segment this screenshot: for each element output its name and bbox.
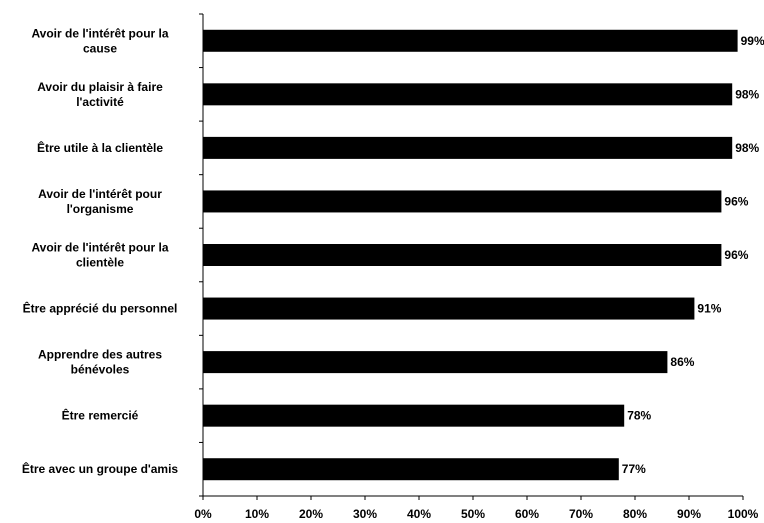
x-tick-label: 10% xyxy=(245,507,269,521)
x-tick-label: 90% xyxy=(677,507,701,521)
x-tick-label: 30% xyxy=(353,507,377,521)
category-label-line: Avoir de l'intérêt pour la xyxy=(31,241,168,255)
bar xyxy=(203,190,722,213)
bar xyxy=(203,351,668,374)
value-label: 98% xyxy=(735,87,759,101)
value-label: 91% xyxy=(697,302,721,316)
x-tick-label: 40% xyxy=(407,507,431,521)
x-axis-ticks: 0% 10% 20% 30% 40% 50% 60% 70% 80% 90% 100% xyxy=(194,496,759,521)
bar xyxy=(203,297,695,320)
x-tick-label: 100% xyxy=(728,507,759,521)
category-label: Avoir de l'intérêt pour l'organisme xyxy=(38,187,162,216)
category-label-line: l'organisme xyxy=(67,202,134,216)
x-tick-label: 80% xyxy=(623,507,647,521)
bar xyxy=(203,244,722,266)
category-label-line: clientèle xyxy=(76,256,124,270)
value-label: 96% xyxy=(724,248,748,262)
x-tick-label: 60% xyxy=(515,507,539,521)
category-label: Être utile à la clientèle xyxy=(37,140,163,155)
category-label-line: l'activité xyxy=(76,95,124,109)
category-label-line: Apprendre des autres xyxy=(38,348,162,362)
value-label: 96% xyxy=(724,194,748,208)
category-label: Avoir de l'intérêt pour la clientèle xyxy=(31,241,168,270)
value-label: 86% xyxy=(670,355,694,369)
category-label-line: Avoir de l'intérêt pour la xyxy=(31,26,168,40)
value-label: 99% xyxy=(741,34,764,48)
value-label: 78% xyxy=(627,409,651,423)
category-label: Être avec un groupe d'amis xyxy=(22,461,179,476)
category-label-line: Être utile à la clientèle xyxy=(37,140,163,155)
bar xyxy=(203,458,619,481)
x-tick-label: 0% xyxy=(194,507,212,521)
category-label: Avoir de l'intérêt pour la cause xyxy=(31,26,168,55)
category-label-line: Avoir du plaisir à faire xyxy=(37,80,163,94)
x-tick-label: 50% xyxy=(461,507,485,521)
category-label: Avoir du plaisir à faire l'activité xyxy=(37,80,163,109)
category-label-line: Être avec un groupe d'amis xyxy=(22,461,179,476)
bar xyxy=(203,29,738,52)
category-label-line: cause xyxy=(83,41,117,55)
chart-bars xyxy=(203,29,738,481)
category-label-line: Avoir de l'intérêt pour xyxy=(38,187,162,201)
value-label: 77% xyxy=(622,462,646,476)
value-label: 98% xyxy=(735,141,759,155)
category-label: Apprendre des autres bénévoles xyxy=(38,348,162,377)
category-label: Être apprécié du personnel xyxy=(23,301,178,316)
category-label-line: Être apprécié du personnel xyxy=(23,301,178,316)
x-tick-label: 70% xyxy=(569,507,593,521)
bar xyxy=(203,404,625,427)
x-tick-label: 20% xyxy=(299,507,323,521)
bar xyxy=(203,83,733,106)
bar xyxy=(203,136,733,159)
category-label: Être remercié xyxy=(62,408,139,423)
value-labels: 99% 98% 98% 96% 96% 91% 86% 78% 77% xyxy=(622,34,764,476)
category-label-line: Être remercié xyxy=(62,408,139,423)
category-label-line: bénévoles xyxy=(71,363,130,377)
